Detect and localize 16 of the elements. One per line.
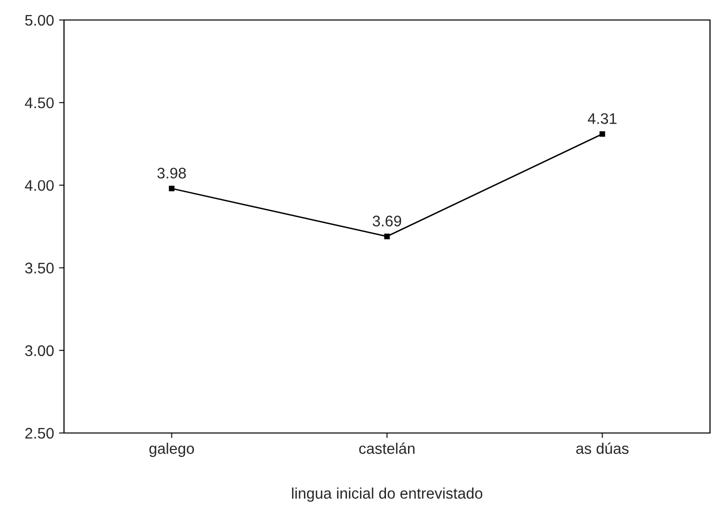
x-tick-label: castelán: [359, 442, 414, 454]
y-tick-label: 3.50: [25, 262, 54, 274]
data-label: 3.69: [372, 216, 402, 226]
y-tick-label: 5.00: [25, 14, 54, 26]
x-tick-label: galego: [149, 442, 194, 457]
point: [600, 131, 606, 137]
y-tick-label: 4.50: [24, 97, 54, 108]
point: [384, 234, 390, 240]
y-tick-label: 4.00: [24, 180, 54, 191]
point: [168, 186, 174, 192]
y-tick-label: 2.50: [25, 428, 54, 439]
data-label: 3.98: [157, 168, 186, 179]
data-label: 4.31: [588, 113, 616, 124]
x-tick-label: as dúas: [576, 442, 629, 454]
x-axis-title: lingua inicial do entrevistado: [292, 488, 482, 502]
y-tick-label: 3.00: [25, 345, 54, 356]
